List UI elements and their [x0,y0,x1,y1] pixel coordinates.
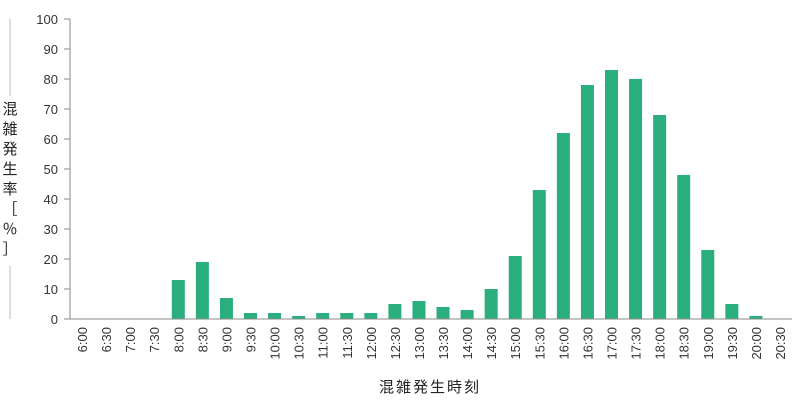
x-tick-label: 15:30 [532,327,547,360]
y-tick-label: 40 [44,192,58,207]
bars [171,70,763,319]
y-title-char: ％ [2,220,17,238]
x-tick-label: 16:00 [556,327,571,360]
x-tick-label: 17:30 [629,327,644,360]
y-tick-label: 90 [44,42,58,57]
bar [749,316,763,319]
x-tick-label: 14:30 [484,327,499,360]
x-tick-label: 9:00 [219,327,234,352]
x-tick-label: 18:30 [677,327,692,360]
bar [725,304,739,319]
x-tick-label: 7:30 [147,327,162,352]
x-tick-label: 10:00 [268,327,283,360]
x-tick-label: 6:30 [99,327,114,352]
y-tick-label: 10 [44,282,58,297]
bar [460,310,474,319]
y-title-char: 発 [2,140,17,158]
x-tick-label: 6:00 [75,327,90,352]
x-tick-label: 10:30 [292,327,307,360]
bar [508,256,522,319]
bar [532,190,546,319]
bar [316,313,330,319]
x-tick-label: 14:00 [460,327,475,360]
y-title-char: 混 [2,100,17,118]
bar [484,289,498,319]
x-tick-label: 15:00 [508,327,523,360]
x-tick-label: 16:30 [580,327,595,360]
y-title-char: 雑 [2,120,17,138]
bar [677,175,691,319]
x-tick-label: 17:00 [605,327,620,360]
bar [653,115,667,319]
y-tick-label: 70 [44,102,58,117]
y-title-char: 率 [2,180,17,198]
y-tick-label: 80 [44,72,58,87]
x-tick-label: 8:00 [171,327,186,352]
bar [556,133,570,319]
x-axis-title: 混雑発生時刻 [379,378,481,396]
bar [701,250,715,319]
y-tick-label: 20 [44,252,58,267]
x-tick-label: 11:30 [340,327,355,359]
y-tick-label: 60 [44,132,58,147]
y-title-char: ［ [2,200,17,218]
x-tick-label: 11:00 [316,327,331,359]
bar [605,70,618,319]
bar [195,262,209,319]
x-tick-label: 8:30 [195,327,210,352]
bar [268,313,282,319]
bar [436,307,450,319]
bar [412,301,426,319]
x-tick-label: 20:00 [749,327,764,360]
y-tick-label: 30 [44,222,58,237]
y-axis: 0 10 20 30 40 50 60 70 80 90 100 [36,12,71,327]
y-title-char: 生 [2,160,17,178]
x-tick-label: 19:00 [701,327,716,360]
bar [171,280,185,319]
bar [388,304,402,319]
x-tick-label: 12:00 [364,327,379,360]
x-tick-label: 7:00 [123,327,138,352]
x-tick-label: 13:30 [436,327,451,360]
x-tick-label: 12:30 [388,327,403,360]
y-title-char: ］ [2,240,17,258]
bar [629,79,643,319]
bar [244,313,257,319]
x-tick-label: 19:30 [725,327,740,360]
bar [364,313,378,319]
x-tick-label: 20:30 [773,327,788,360]
bar [292,316,306,319]
x-tick-label: 13:00 [412,327,427,360]
bar [340,313,354,319]
y-tick-label: 50 [44,162,58,177]
y-tick-label: 0 [51,312,58,327]
bar [580,85,594,319]
bar [219,298,233,319]
y-tick-label: 100 [36,12,58,27]
x-tick-label: 18:00 [653,327,668,360]
x-tick-label: 9:30 [244,327,259,352]
x-axis: 6:00 6:30 7:00 7:30 8:00 8:30 9:00 9:30 10:00 10:… [70,318,792,360]
